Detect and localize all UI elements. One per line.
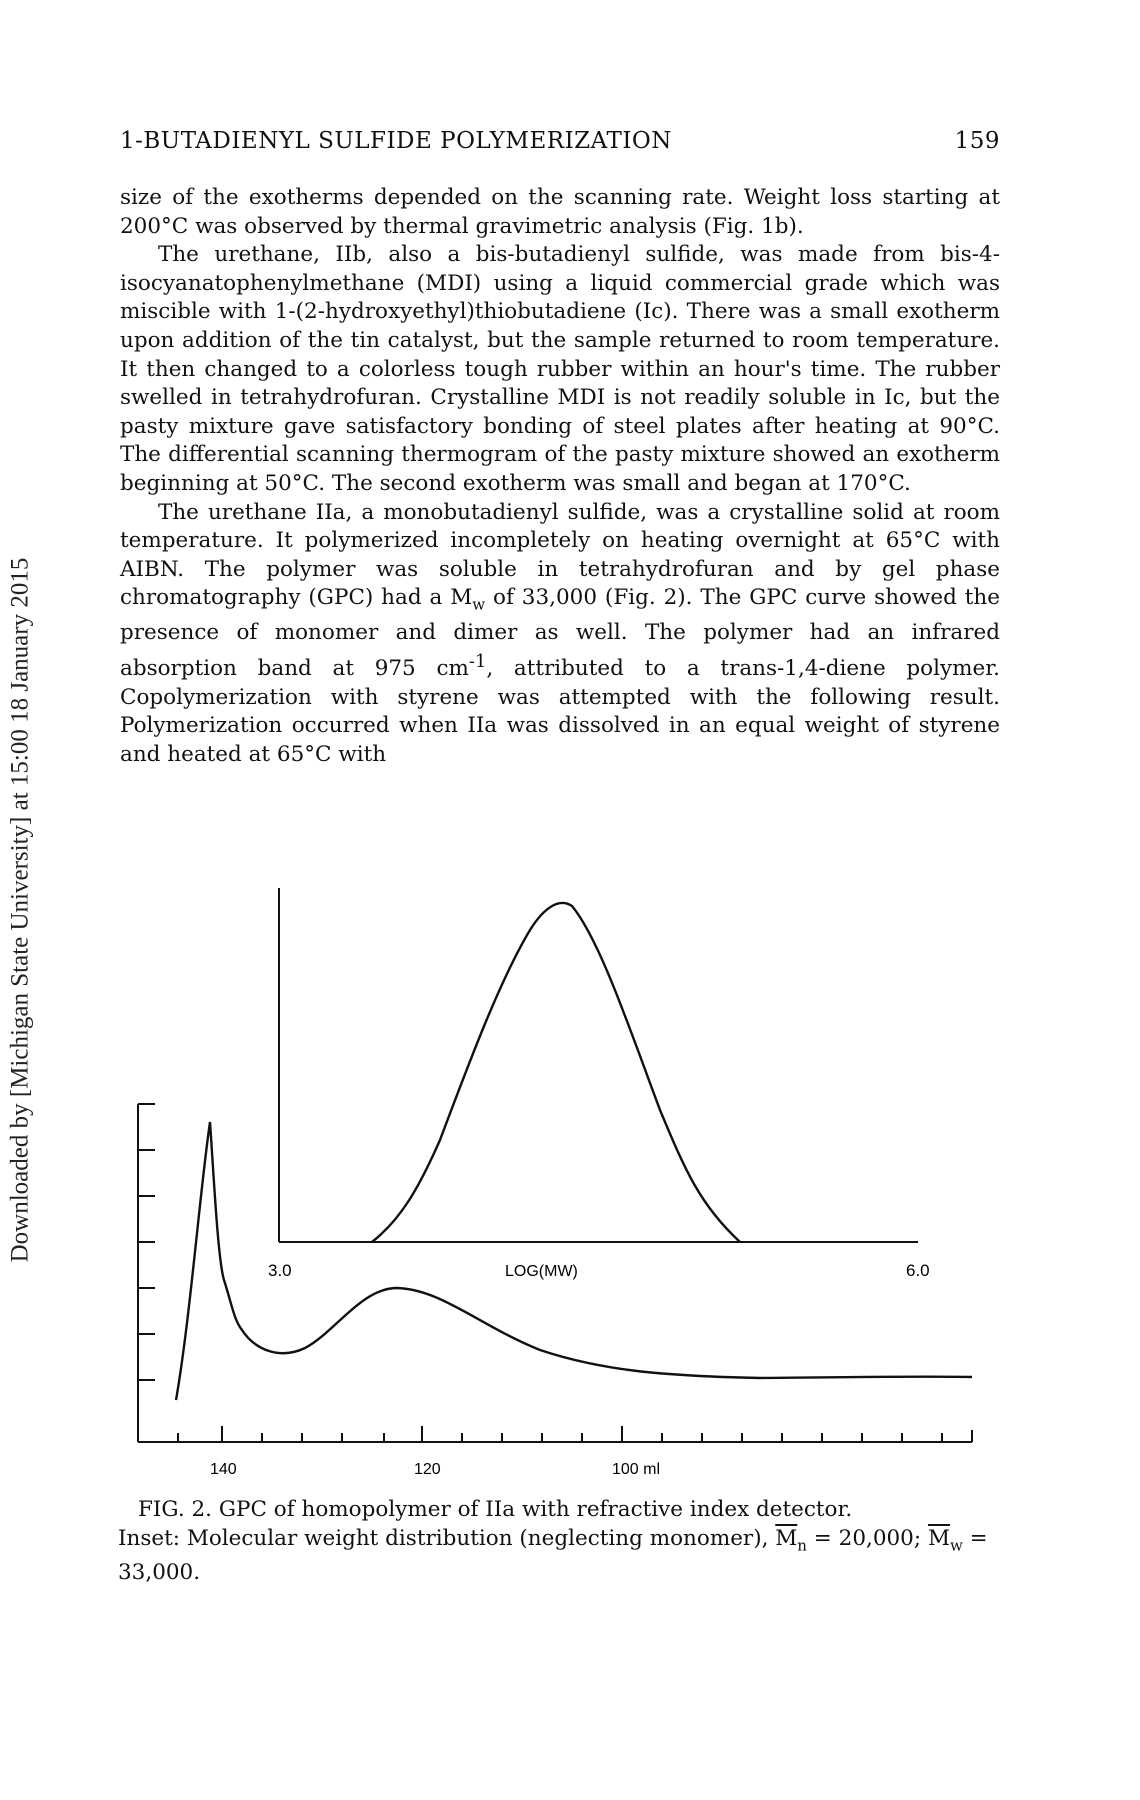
paragraph-3: The urethane IIa, a monobutadienyl sulfi… — [120, 499, 1000, 770]
body-text: size of the exotherms depended on the sc… — [120, 184, 1000, 769]
inset-x-label-left: 3.0 — [268, 1261, 292, 1280]
inset-mw-distribution-curve — [371, 901, 741, 1243]
caption-line-2: Inset: Molecular weight distribution (ne… — [118, 1525, 998, 1588]
caption-text-a: Inset: Molecular weight distribution (ne… — [118, 1525, 776, 1551]
main-bottom-axis — [138, 1430, 973, 1443]
main-x-ticks — [177, 1426, 943, 1442]
caption-text-c: = 33,000. — [118, 1525, 988, 1586]
mw-symbol: M — [927, 1525, 950, 1551]
mw-caption-subscript: w — [949, 1535, 963, 1554]
main-x-label-100ml: 100 ml — [612, 1461, 660, 1478]
paragraph-1: size of the exotherms depended on the sc… — [120, 185, 1000, 239]
running-title: 1-BUTADIENYL SULFIDE POLYMERIZATION — [120, 128, 672, 154]
caption-line-1: FIG. 2. GPC of homopolymer of IIa with r… — [138, 1497, 853, 1522]
page-number: 159 — [954, 128, 1000, 154]
mw-subscript: w — [472, 595, 486, 614]
paragraph-3-part-2: of 33,000 (Fig. 2). The GPC curve showed… — [120, 585, 1000, 681]
mn-symbol: M — [775, 1525, 798, 1551]
caption-text-b: = 20,000; — [806, 1525, 928, 1551]
gpc-chart-svg: 3.0 LOG(MW) 6.0 140 120 100 ml — [137, 888, 973, 1478]
main-x-label-120: 120 — [414, 1461, 441, 1478]
running-header: 1-BUTADIENYL SULFIDE POLYMERIZATION 159 — [120, 128, 1000, 160]
inset-x-label-right: 6.0 — [906, 1261, 930, 1280]
gpc-curve — [174, 1121, 973, 1401]
figure-caption: FIG. 2. GPC of homopolymer of IIa with r… — [118, 1496, 998, 1588]
main-left-axis — [137, 1103, 155, 1442]
main-x-label-140: 140 — [210, 1461, 237, 1478]
gpc-figure: 3.0 LOG(MW) 6.0 140 120 100 ml — [0, 860, 1140, 1500]
inset-x-axis-title: LOG(MW) — [505, 1263, 578, 1280]
paragraph-3-part-1: The urethane IIa, a monobutadienyl sulfi… — [120, 499, 1000, 611]
wavenumber-superscript: -1 — [468, 650, 487, 672]
inset-axes — [278, 888, 918, 1243]
mn-subscript: n — [797, 1535, 807, 1554]
paragraph-2: The urethane, IIb, also a bis-butadienyl… — [120, 242, 1000, 496]
paragraph-3-part-3: , attributed to a trans-1,4-diene polyme… — [120, 655, 1001, 767]
